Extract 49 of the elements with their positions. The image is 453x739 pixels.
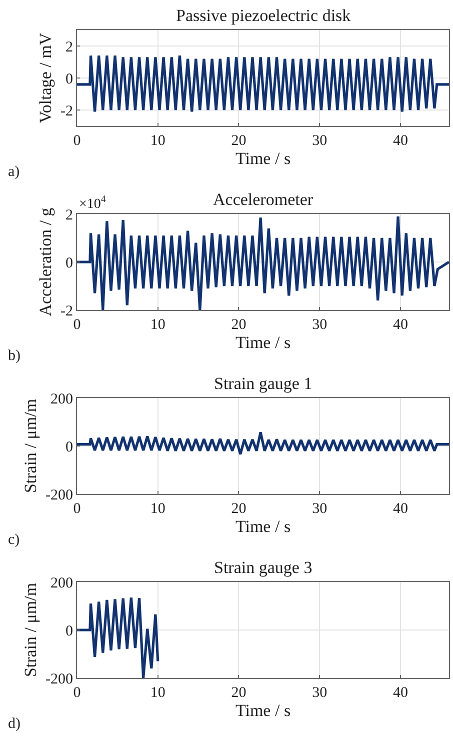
x-axis-title: Time / s <box>235 517 291 536</box>
y-tick-label: 0 <box>66 255 73 272</box>
y-tick-label: -200 <box>46 671 73 688</box>
text: a) <box>8 164 20 180</box>
x-tick-label: 30 <box>312 317 328 333</box>
text: b) <box>8 348 20 364</box>
y-tick-label: 200 <box>50 391 73 408</box>
x-tick-label: 40 <box>392 685 408 701</box>
y-axis-title: Voltage / mV <box>36 32 56 124</box>
line-series <box>77 54 449 113</box>
x-axis-title: Time / s <box>235 149 291 168</box>
x-tick-label: 10 <box>150 317 166 333</box>
x-axis-title: Time / s <box>235 333 291 352</box>
text: d) <box>8 716 20 732</box>
x-tick-label: 20 <box>231 685 246 701</box>
y-tick-label: 0 <box>66 71 73 88</box>
y-tick-label: -2 <box>60 103 73 120</box>
x-axis-title: Time / s <box>235 701 291 720</box>
y-tick-label: 2 <box>66 207 73 224</box>
y-tick-label: 2 <box>66 39 73 56</box>
x-tick-label: 40 <box>392 501 408 517</box>
chart-title: Strain gauge 1 <box>214 374 312 393</box>
x-tick-label: 20 <box>231 133 246 149</box>
x-tick-label: 20 <box>231 501 246 517</box>
x-tick-label: 10 <box>150 133 166 149</box>
line-series <box>77 215 449 310</box>
x-tick-label: 30 <box>312 501 328 517</box>
y-tick-label: -2 <box>60 303 73 320</box>
text: ×10$^{4}$ <box>79 194 106 212</box>
y-tick-label: 0 <box>66 439 73 456</box>
y-tick-label: 0 <box>66 623 73 640</box>
chart-title: Accelerometer <box>213 190 314 209</box>
line-series <box>77 431 449 456</box>
y-axis-title: Acceleration / g <box>36 207 56 316</box>
y-tick-label: -200 <box>46 487 73 504</box>
text: c) <box>8 532 20 548</box>
chart-title: Passive piezoelectric disk <box>176 6 352 25</box>
x-tick-label: 40 <box>392 317 408 333</box>
y-axis-title: Strain / μm/m <box>21 398 40 494</box>
x-tick-label: 30 <box>312 133 328 149</box>
x-tick-label: 20 <box>231 317 246 333</box>
x-tick-label: 10 <box>150 501 166 517</box>
line-series <box>77 596 160 678</box>
chart-title: Strain gauge 3 <box>214 558 312 577</box>
x-tick-label: 30 <box>312 685 328 701</box>
y-axis-title: Strain / μm/m <box>21 582 40 678</box>
y-tick-label: 200 <box>50 575 73 592</box>
x-tick-label: 40 <box>392 133 408 149</box>
x-tick-label: 10 <box>150 685 166 701</box>
